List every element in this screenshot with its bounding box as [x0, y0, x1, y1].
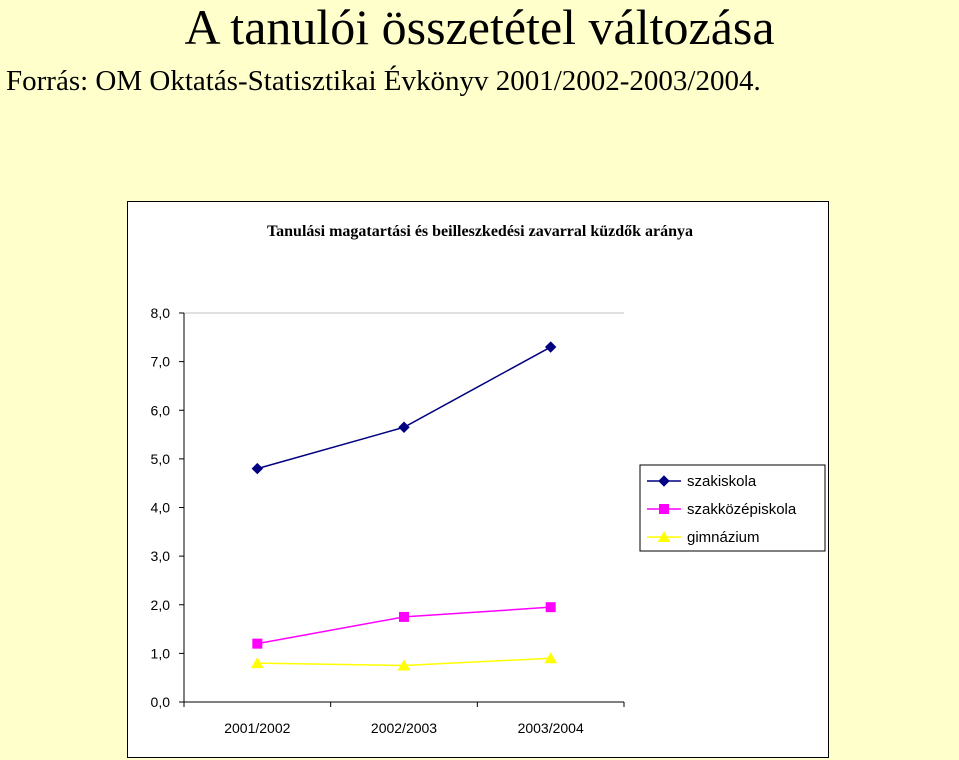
y-tick-label: 4,0: [151, 500, 171, 516]
chart-frame: Tanulási magatartási és beilleszkedési z…: [127, 201, 829, 758]
data-point-szakközépiskola: [252, 638, 263, 649]
legend-label: szakközépiskola: [687, 501, 797, 518]
chart-legend: szakiskola szakközépiskola gimnázium: [639, 464, 826, 552]
data-point-gimnázium: [397, 659, 411, 671]
slide-title: A tanulói összetétel változása: [184, 0, 775, 55]
y-tick-label: 7,0: [151, 354, 171, 370]
line-chart: Tanulási magatartási és beilleszkedési z…: [151, 223, 826, 736]
chart-axes: 0,0 1,0 2,0 3,0 4,0 5,0 6,0 7,0 8,0 2001/2002 2002…: [151, 305, 625, 736]
data-point-szakközépiskola: [545, 602, 556, 613]
y-tick-label: 2,0: [151, 597, 171, 613]
y-tick-label: 5,0: [151, 451, 171, 467]
y-tick-label: 6,0: [151, 402, 171, 418]
legend-label: szakiskola: [687, 473, 757, 490]
y-tick-label: 8,0: [151, 305, 171, 321]
legend-marker-szakközépiskola: [659, 504, 669, 514]
data-point-gimnázium: [250, 657, 264, 669]
x-tick-label: 2001/2002: [224, 720, 290, 736]
y-tick-label: 0,0: [151, 694, 171, 710]
data-point-szakközépiskola: [399, 611, 409, 622]
series-line-szakiskola: [257, 346, 552, 470]
x-tick-label: 2003/2004: [518, 720, 584, 736]
y-tick-label: 3,0: [151, 548, 171, 564]
data-point-szakiskola: [544, 341, 557, 353]
chart-series: [250, 341, 558, 671]
x-tick-label: 2002/2003: [371, 720, 437, 736]
data-point-szakiskola: [398, 421, 410, 433]
slide-subtitle: Forrás: OM Oktatás-Statisztikai Évkönyv …: [6, 65, 761, 97]
chart-title: Tanulási magatartási és beilleszkedési z…: [267, 223, 693, 240]
data-point-szakiskola: [251, 462, 264, 475]
data-point-gimnázium: [544, 652, 558, 664]
y-tick-label: 1,0: [151, 645, 171, 661]
legend-marker-gimnázium: [657, 531, 671, 542]
legend-label: gimnázium: [687, 529, 760, 546]
legend-marker-szakiskola: [658, 475, 670, 487]
